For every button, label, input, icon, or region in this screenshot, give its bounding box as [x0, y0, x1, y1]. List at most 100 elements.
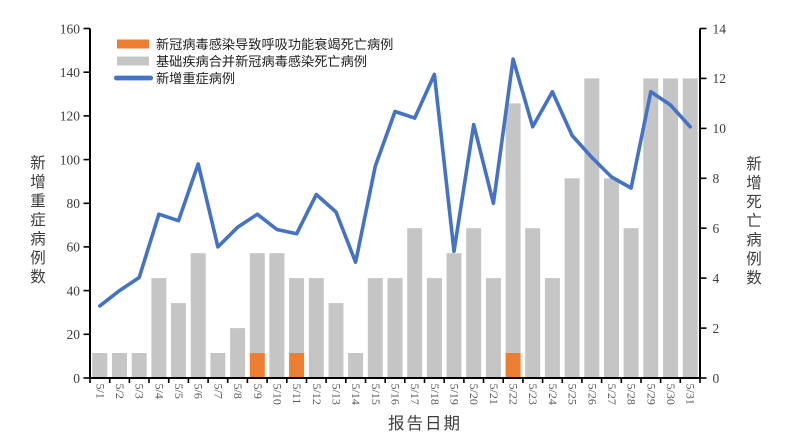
bar-underlying-5/25 — [564, 178, 580, 378]
right-tick-label: 2 — [713, 321, 720, 336]
y-axis-right: 0 2 4 6 8 10 12 14 — [700, 21, 726, 386]
bar-underlying-5/19 — [446, 253, 462, 378]
right-tick-label: 12 — [713, 71, 727, 86]
x-tick-label: 5/25 — [566, 384, 580, 405]
left-tick-label: 0 — [73, 371, 80, 386]
x-tick-label: 5/5 — [172, 384, 186, 399]
legend-label-0: 新冠病毒感染导致呼吸功能衰竭死亡病例 — [156, 36, 393, 52]
x-tick-label: 5/14 — [349, 384, 363, 405]
x-tick-label: 5/15 — [369, 384, 383, 405]
bar-underlying-5/6 — [190, 253, 206, 378]
legend-swatch-0 — [117, 39, 149, 49]
bar-underlying-5/3 — [131, 353, 147, 378]
x-tick-label: 5/19 — [448, 384, 462, 405]
left-tick-label: 140 — [60, 65, 81, 80]
bar-resp-failure-5/9 — [249, 353, 265, 378]
svg-text:病: 病 — [746, 231, 762, 249]
x-tick-label: 5/30 — [664, 384, 678, 405]
left-tick-label: 120 — [60, 109, 81, 124]
x-tick-label: 5/17 — [408, 384, 422, 405]
bar-underlying-5/30 — [663, 78, 678, 379]
x-axis-title: 报告日期 — [388, 414, 462, 433]
x-tick-label: 5/7 — [211, 384, 225, 399]
x-tick-label: 5/18 — [428, 384, 442, 405]
bar-underlying-5/17 — [407, 228, 423, 378]
svg-text:新: 新 — [746, 155, 762, 173]
right-tick-label: 0 — [713, 371, 720, 386]
svg-text:增: 增 — [746, 174, 762, 192]
svg-text:数: 数 — [30, 268, 46, 286]
bar-underlying-5/11 — [289, 278, 305, 353]
x-tick-label: 5/8 — [231, 384, 245, 399]
legend-swatch-2 — [114, 75, 153, 81]
svg-text:病: 病 — [30, 230, 46, 248]
x-tick-label: 5/23 — [526, 384, 540, 405]
svg-text:例: 例 — [30, 249, 46, 267]
x-tick-label: 5/26 — [585, 384, 599, 405]
x-tick-label: 5/21 — [487, 384, 501, 405]
right-tick-label: 4 — [713, 271, 720, 286]
bar-underlying-5/15 — [367, 278, 383, 378]
bar-underlying-5/31 — [682, 78, 698, 379]
x-tick-label: 5/20 — [467, 384, 481, 405]
bar-underlying-5/27 — [604, 178, 619, 378]
x-tick-label: 5/6 — [192, 384, 206, 399]
bar-underlying-5/29 — [643, 78, 659, 379]
x-tick-label: 5/12 — [310, 384, 324, 405]
svg-text:死: 死 — [746, 194, 762, 211]
legend-label-1: 基础疾病合并新冠病毒感染死亡病例 — [156, 53, 367, 69]
svg-text:增: 增 — [30, 173, 46, 191]
x-tick-label: 5/13 — [330, 384, 344, 405]
x-tick-label: 5/2 — [113, 384, 127, 399]
bar-underlying-5/10 — [269, 253, 285, 378]
x-tick-label: 5/3 — [133, 384, 147, 399]
svg-text:数: 数 — [746, 269, 762, 287]
left-tick-label: 80 — [67, 196, 81, 211]
x-tick-label: 5/29 — [644, 384, 658, 405]
right-tick-label: 14 — [713, 21, 727, 36]
x-tick-label: 5/1 — [93, 384, 107, 399]
x-tick-label: 5/11 — [290, 384, 304, 405]
x-tick-label: 5/9 — [251, 384, 265, 399]
bar-underlying-5/26 — [584, 78, 600, 379]
bar-underlying-5/13 — [328, 303, 344, 378]
x-axis: 5/1 5/2 5/3 5/4 5/5 5/6 5/7 5/8 5/9 5/10 5/11 5/12 5… — [89, 378, 701, 405]
x-tick-label: 5/10 — [270, 384, 284, 405]
bar-underlying-5/9 — [249, 253, 265, 354]
left-tick-label: 20 — [67, 327, 81, 342]
bar-underlying-5/8 — [230, 328, 246, 378]
bar-underlying-5/23 — [525, 228, 541, 378]
svg-text:症: 症 — [30, 211, 46, 229]
x-tick-label: 5/31 — [684, 384, 698, 405]
bar-underlying-5/5 — [171, 303, 186, 378]
svg-text:亡: 亡 — [746, 212, 762, 230]
bars-deaths — [92, 78, 698, 379]
right-tick-label: 6 — [713, 221, 720, 236]
left-tick-label: 160 — [60, 21, 81, 36]
bar-underlying-5/4 — [151, 278, 167, 378]
left-tick-label: 60 — [67, 240, 81, 255]
x-tick-label: 5/27 — [605, 384, 619, 405]
bar-resp-failure-5/11 — [289, 353, 305, 378]
bar-underlying-5/12 — [308, 278, 324, 378]
y-axis-left: 0 20 40 60 80 100 120 140 160 — [60, 21, 90, 386]
bar-underlying-5/21 — [485, 278, 501, 378]
x-tick-label: 5/28 — [625, 384, 639, 405]
left-tick-label: 100 — [60, 152, 81, 167]
x-tick-label: 5/4 — [152, 384, 166, 399]
bar-underlying-5/16 — [387, 278, 403, 378]
right-tick-label: 8 — [713, 171, 720, 186]
line-severe-cases — [98, 57, 693, 308]
bar-underlying-5/2 — [112, 353, 127, 378]
right-tick-label: 10 — [713, 121, 727, 136]
x-tick-label: 5/24 — [546, 384, 560, 405]
svg-text:重: 重 — [30, 192, 46, 210]
x-tick-label: 5/16 — [389, 384, 403, 405]
bar-underlying-5/18 — [426, 278, 442, 378]
bar-underlying-5/28 — [623, 228, 639, 378]
